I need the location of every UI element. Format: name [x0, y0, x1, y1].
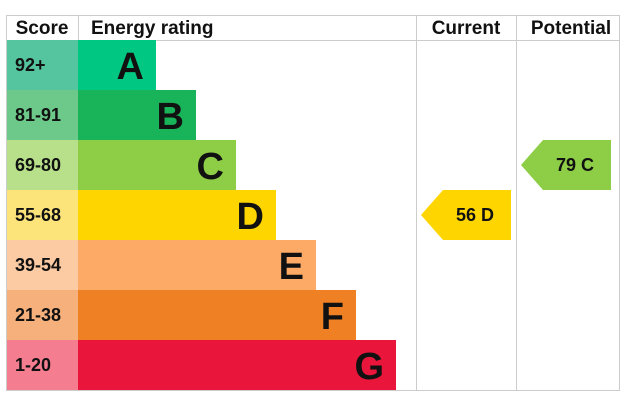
current-rating-arrow	[421, 190, 511, 240]
chart-frame	[6, 15, 620, 391]
potential-rating-label: 79 C	[556, 155, 594, 175]
header-score: Score	[16, 18, 69, 39]
band-bar-f	[78, 290, 356, 340]
score-label-a: 92+	[15, 55, 46, 75]
score-cell-c	[7, 140, 78, 190]
band-bar-b	[78, 90, 196, 140]
band-bar-d	[78, 190, 276, 240]
rating-arrows: 56 D 79 C	[421, 140, 611, 240]
score-cell-b	[7, 90, 78, 140]
score-cell-a	[7, 40, 78, 90]
potential-rating-arrow	[521, 140, 611, 190]
current-rating-label: 56 D	[456, 205, 494, 225]
band-letter-g: G	[354, 346, 384, 388]
score-label-e: 39-54	[15, 255, 61, 275]
score-label-c: 69-80	[15, 155, 61, 175]
score-label-f: 21-38	[15, 305, 61, 325]
score-label-d: 55-68	[15, 205, 61, 225]
band-bar-e	[78, 240, 316, 290]
score-label-g: 1-20	[15, 355, 51, 375]
header-current: Current	[432, 18, 501, 39]
band-letter-c: C	[197, 146, 224, 188]
band-bar-c	[78, 140, 236, 190]
band-letter-b: B	[157, 96, 184, 138]
rating-bands: 92+ A 81-91 B 69-80 C 55-68 D 39-54 E 21-38 F 1-20 G	[7, 40, 396, 390]
band-letter-e: E	[279, 246, 304, 288]
band-letter-a: A	[117, 46, 144, 88]
band-bar-g	[78, 340, 396, 390]
header-energy-rating: Energy rating	[91, 18, 213, 39]
band-bar-a	[78, 40, 156, 90]
header-potential: Potential	[531, 18, 611, 39]
score-cell-d	[7, 190, 78, 240]
band-letter-d: D	[237, 196, 264, 238]
score-cell-g	[7, 340, 78, 390]
score-cell-e	[7, 240, 78, 290]
score-cell-f	[7, 290, 78, 340]
band-letter-f: F	[321, 296, 344, 338]
score-label-b: 81-91	[15, 105, 61, 125]
